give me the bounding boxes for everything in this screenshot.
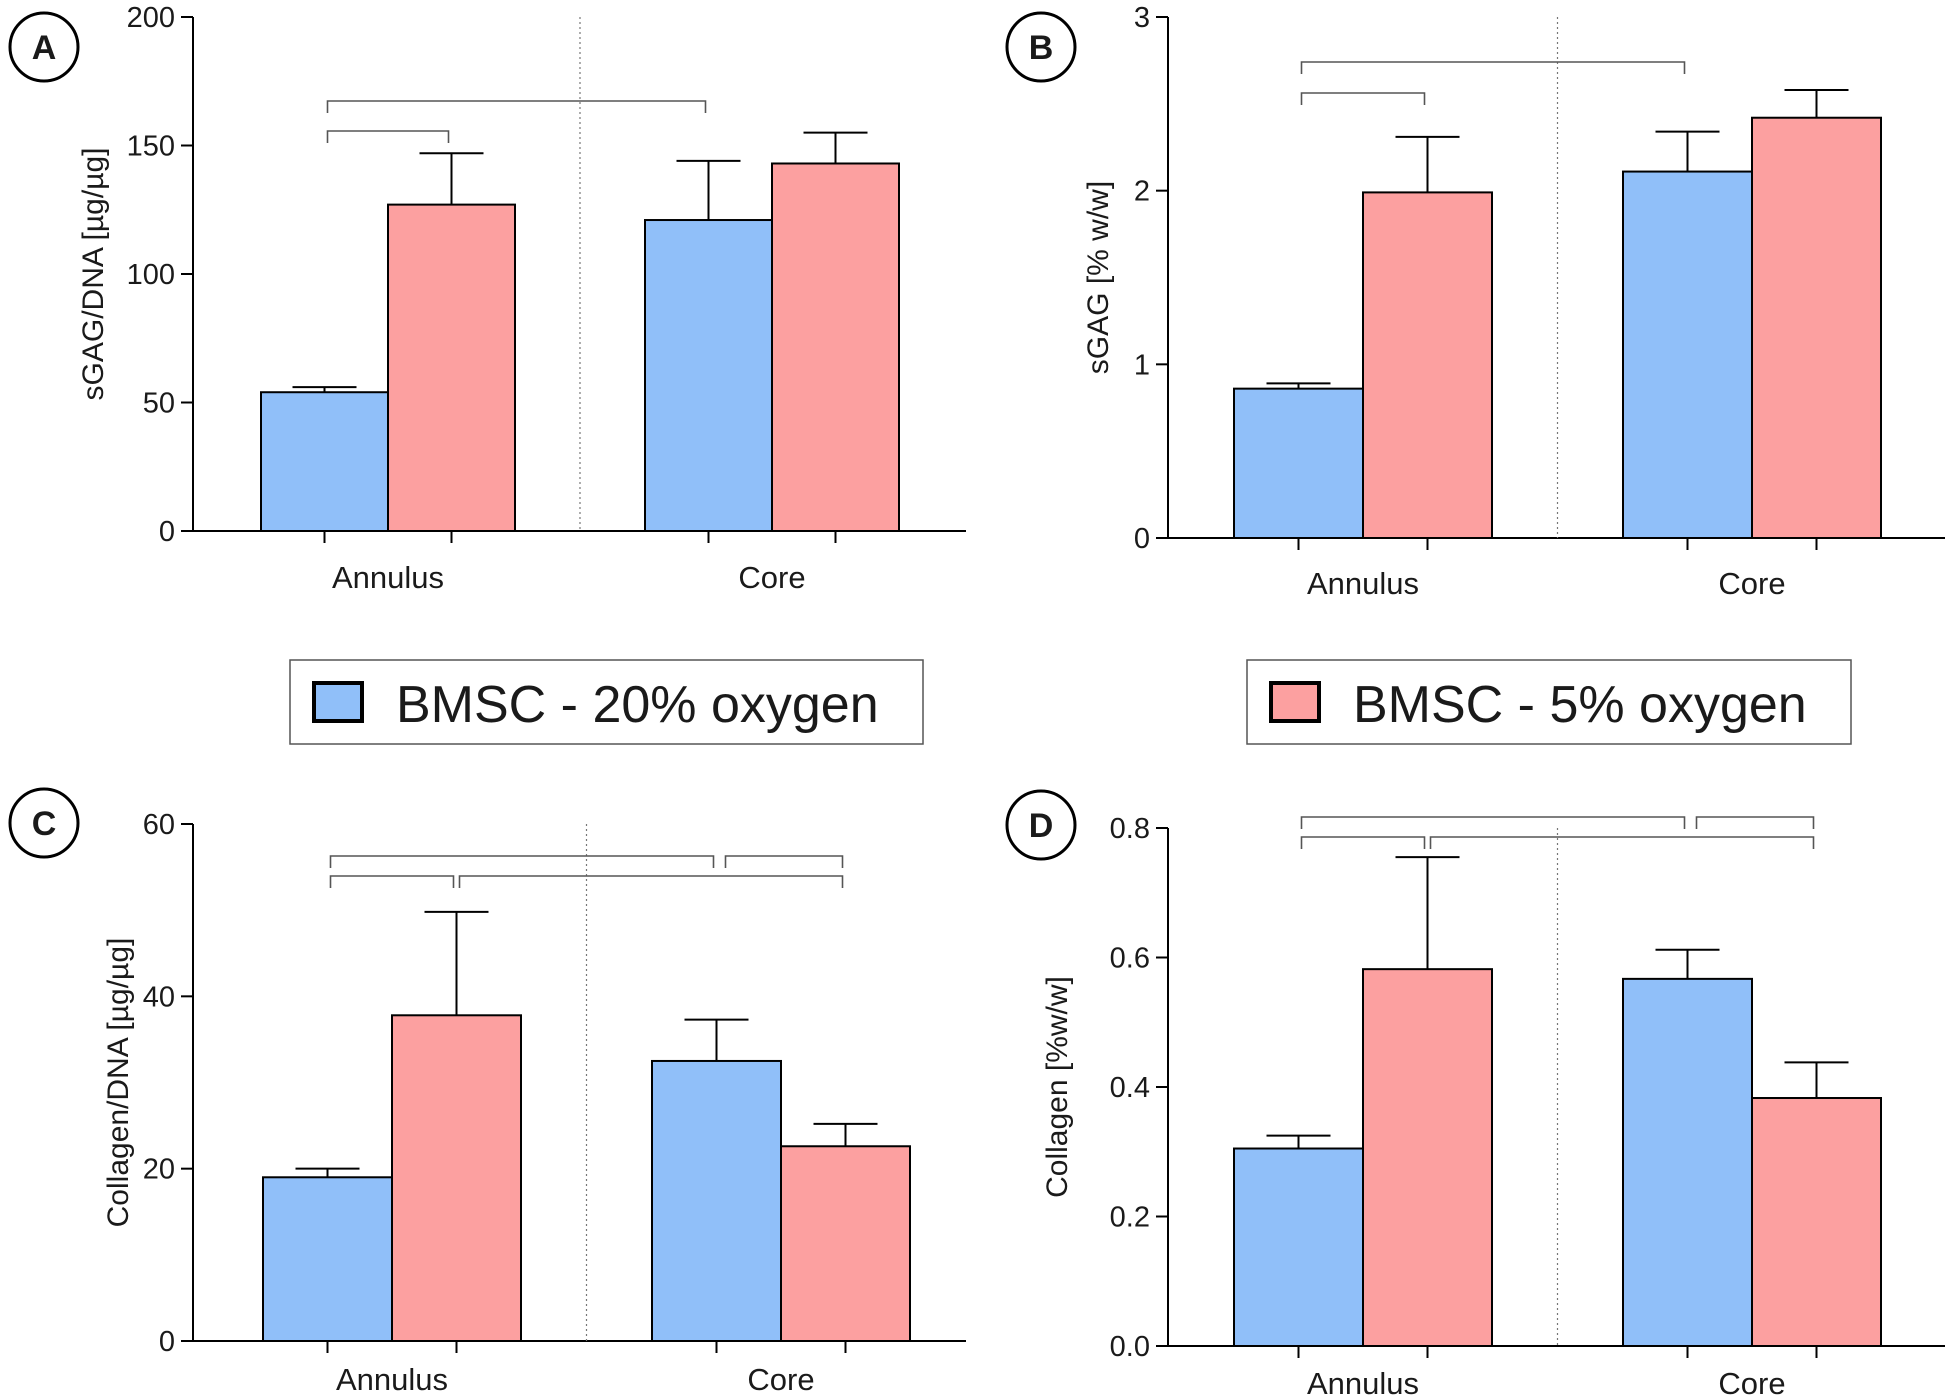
legend-5-oxygen: BMSC - 5% oxygen [1246,659,1852,745]
x-category-label: Annulus [1307,566,1419,601]
y-tick-label: 0.2 [1110,1202,1150,1234]
significance-bracket [326,100,707,113]
panel-letter: B [1029,29,1054,67]
legend-label-5-oxygen: BMSC - 5% oxygen [1353,676,1807,734]
significance-bracket [1695,816,1815,829]
legend-swatch-20-oxygen [312,681,364,723]
x-category-label: Annulus [336,1362,448,1396]
y-axis-title: sGAG [% w/w] [1082,181,1115,374]
panel-letter-circle [8,787,80,859]
y-tick-label: 200 [127,2,175,34]
x-category-label: Core [747,1362,814,1396]
legend-swatch-5-oxygen [1269,681,1321,723]
panel-d: D 0.0 0.2 0.4 0.6 0.8 Collagen [%w/w] Annulus Co… [1005,789,1945,1396]
bar-annulus-series-0 [1233,387,1364,539]
panel-a: A 0 50 100 150 200 sGAG/DNA [µg/µg] Annulus Core [8,2,966,595]
significance-bracket [1429,836,1815,849]
bar-core-series-0 [644,219,773,532]
significance-bracket [1300,61,1686,74]
bar-core-series-0 [1622,977,1753,1347]
significance-bracket [326,130,450,143]
y-tick-label: 20 [143,1154,175,1186]
bar-core-series-1 [1751,116,1882,540]
bar-core-series-0 [1622,170,1753,540]
y-tick-label: 2 [1134,176,1150,208]
y-tick-label: 100 [127,259,175,291]
x-category-label: Core [1718,1366,1785,1396]
significance-bracket [329,875,455,888]
panel-letter-circle [1005,789,1077,861]
bar-annulus-series-0 [262,1176,393,1342]
x-category-label: Core [738,560,805,595]
bar-annulus-series-1 [1362,191,1493,540]
legend-20-oxygen: BMSC - 20% oxygen [289,659,924,745]
significance-bracket [1300,816,1686,829]
bar-core-series-1 [1751,1097,1882,1347]
y-tick-label: 150 [127,131,175,163]
x-category-label: Annulus [1307,1366,1419,1396]
panel-letter-circle [8,11,80,83]
bar-annulus-series-0 [1233,1147,1364,1347]
bar-core-series-1 [771,162,900,533]
x-category-label: Core [1718,566,1785,601]
significance-bracket [458,875,844,888]
panel-letter: A [32,29,57,67]
bar-core-series-0 [651,1059,782,1343]
bar-annulus-series-0 [260,391,389,532]
y-axis-title: Collagen [%w/w] [1041,976,1074,1198]
panel-c: C 0 20 40 60 Collagen/DNA [µg/µg] Annulus Core [8,787,966,1396]
y-tick-label: 60 [143,809,175,841]
bar-annulus-series-1 [387,203,516,533]
bar-core-series-1 [780,1145,911,1342]
y-tick-label: 0 [159,1326,175,1358]
legend-box-20-oxygen [289,659,924,745]
significance-bracket [724,855,844,868]
y-axis-title: Collagen/DNA [µg/µg] [102,938,135,1228]
x-category-label: Annulus [332,560,444,595]
y-tick-label: 0.8 [1110,813,1150,845]
significance-bracket [329,855,715,868]
y-tick-label: 1 [1134,349,1150,381]
legend-label-20-oxygen: BMSC - 20% oxygen [396,676,879,734]
significance-bracket [1300,92,1426,105]
y-tick-label: 0 [1134,523,1150,555]
y-tick-label: 0.0 [1110,1331,1150,1363]
y-tick-label: 0.6 [1110,943,1150,975]
y-tick-label: 3 [1134,2,1150,34]
bar-annulus-series-1 [391,1014,522,1342]
panel-letter: C [32,805,57,843]
y-tick-label: 0 [159,516,175,548]
y-tick-label: 50 [143,388,175,420]
panel-letter: D [1029,807,1054,845]
bar-annulus-series-1 [1362,968,1493,1348]
significance-bracket [1300,836,1426,849]
panel-b: B 0 1 2 3 sGAG [% w/w] Annulus Core [1005,2,1945,601]
panel-letter-circle [1005,11,1077,83]
y-tick-label: 40 [143,981,175,1013]
y-tick-label: 0.4 [1110,1072,1150,1104]
legend-box-5-oxygen [1246,659,1852,745]
y-axis-title: sGAG/DNA [µg/µg] [77,148,110,401]
